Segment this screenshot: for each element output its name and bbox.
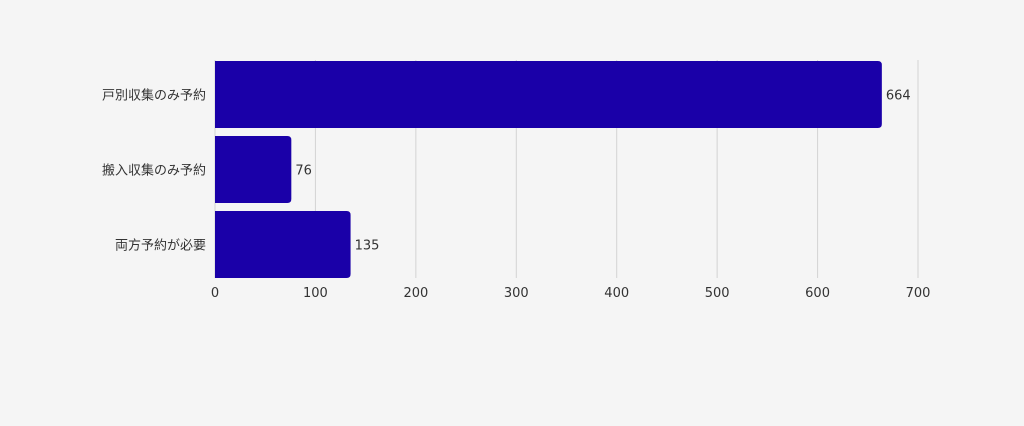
x-tick-label: 400 <box>604 286 629 301</box>
category-label: 搬入収集のみ予約 <box>102 163 206 179</box>
x-tick-label: 600 <box>805 286 830 301</box>
data-label: 664 <box>886 89 911 104</box>
x-tick-label: 0 <box>211 286 219 301</box>
bars-group <box>215 61 882 278</box>
x-tick-label: 700 <box>906 286 931 301</box>
data-labels: 664 76 135 <box>295 89 910 254</box>
x-tick-label: 500 <box>705 286 730 301</box>
bar-1 <box>215 136 292 203</box>
x-tick-label: 100 <box>303 286 328 301</box>
category-label: 戸別収集のみ予約 <box>102 88 206 104</box>
x-axis-ticks: 0 100 200 300 400 500 600 700 <box>211 286 931 301</box>
category-label: 両方予約が必要 <box>115 238 206 254</box>
data-label: 76 <box>295 164 312 179</box>
x-tick-label: 300 <box>504 286 529 301</box>
data-label: 135 <box>355 239 380 254</box>
x-tick-label: 200 <box>403 286 428 301</box>
bar-2 <box>215 211 351 278</box>
bar-0 <box>215 61 882 128</box>
